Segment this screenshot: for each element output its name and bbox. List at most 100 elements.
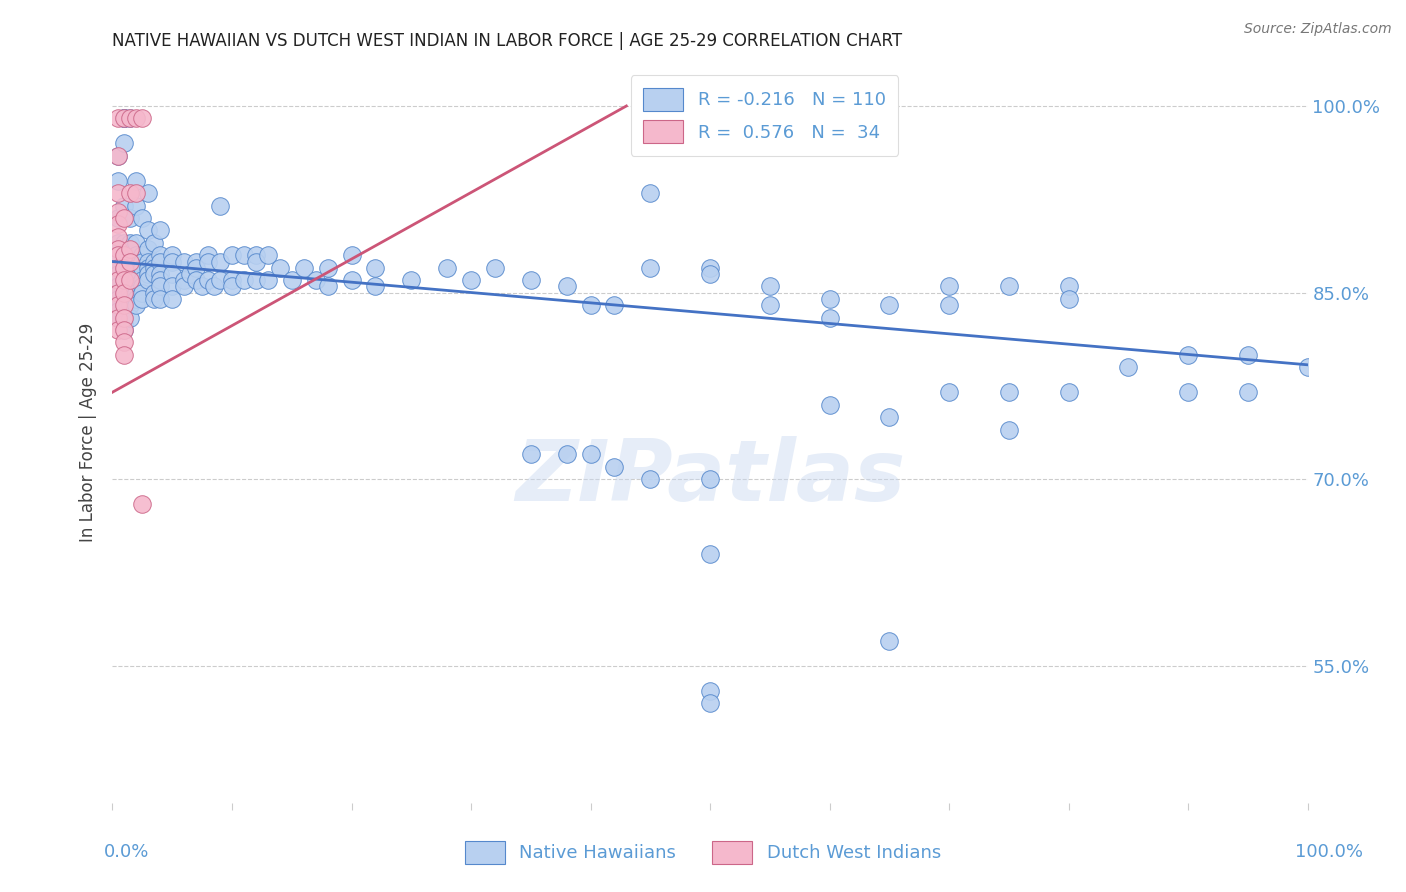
Point	[281, 273, 304, 287]
Point	[120, 273, 142, 287]
Point	[120, 292, 142, 306]
Point	[114, 260, 135, 275]
Point	[640, 112, 662, 126]
Point	[120, 235, 142, 250]
Point	[107, 292, 129, 306]
Point	[107, 254, 129, 268]
Point	[125, 254, 148, 268]
Point	[340, 248, 363, 262]
Point	[131, 273, 153, 287]
Point	[120, 112, 142, 126]
Point	[520, 273, 543, 287]
Point	[125, 260, 148, 275]
Point	[1177, 348, 1199, 362]
Point	[131, 211, 153, 225]
Point	[138, 242, 160, 256]
Point	[107, 310, 129, 325]
Point	[143, 235, 166, 250]
Point	[114, 298, 135, 312]
Point	[138, 223, 160, 237]
Point	[233, 248, 256, 262]
Point	[125, 267, 148, 281]
Point	[173, 273, 195, 287]
Legend: R = -0.216   N = 110, R =  0.576   N =  34: R = -0.216 N = 110, R = 0.576 N = 34	[631, 75, 898, 156]
Point	[107, 310, 129, 325]
Point	[107, 285, 129, 300]
Point	[131, 279, 153, 293]
Point	[107, 149, 129, 163]
Point	[316, 260, 339, 275]
Point	[120, 285, 142, 300]
Point	[245, 248, 267, 262]
Point	[114, 348, 135, 362]
Point	[125, 112, 148, 126]
Point	[114, 273, 135, 287]
Point	[114, 304, 135, 318]
Point	[114, 310, 135, 325]
Point	[125, 235, 148, 250]
Point	[699, 696, 721, 710]
Point	[699, 472, 721, 486]
Point	[114, 112, 135, 126]
Point	[579, 447, 602, 461]
Point	[245, 273, 267, 287]
Point	[114, 211, 135, 225]
Point	[149, 267, 172, 281]
Point	[120, 242, 142, 256]
Point	[1057, 292, 1080, 306]
Point	[191, 279, 214, 293]
Point	[699, 547, 721, 561]
Point	[114, 285, 135, 300]
Point	[162, 292, 183, 306]
Point	[143, 292, 166, 306]
Point	[149, 248, 172, 262]
Point	[818, 398, 841, 412]
Point	[436, 260, 458, 275]
Point	[579, 298, 602, 312]
Point	[120, 273, 142, 287]
Point	[107, 260, 129, 275]
Y-axis label: In Labor Force | Age 25-29: In Labor Force | Age 25-29	[79, 323, 97, 542]
Point	[125, 174, 148, 188]
Point	[257, 248, 280, 262]
Point	[209, 254, 232, 268]
Point	[114, 310, 135, 325]
Point	[114, 112, 135, 126]
Point	[125, 248, 148, 262]
Point	[162, 254, 183, 268]
Text: NATIVE HAWAIIAN VS DUTCH WEST INDIAN IN LABOR FORCE | AGE 25-29 CORRELATION CHAR: NATIVE HAWAIIAN VS DUTCH WEST INDIAN IN …	[112, 32, 903, 50]
Point	[107, 298, 129, 312]
Point	[125, 298, 148, 312]
Point	[209, 273, 232, 287]
Point	[114, 285, 135, 300]
Point	[998, 423, 1021, 437]
Point	[114, 248, 135, 262]
Point	[107, 211, 129, 225]
Point	[120, 211, 142, 225]
Point	[162, 279, 183, 293]
Point	[107, 217, 129, 231]
Point	[138, 186, 160, 200]
Point	[125, 186, 148, 200]
Point	[125, 292, 148, 306]
Point	[460, 273, 482, 287]
Point	[202, 279, 225, 293]
Point	[640, 472, 662, 486]
Point	[186, 273, 208, 287]
Point	[107, 273, 129, 287]
Point	[221, 279, 243, 293]
Point	[114, 323, 135, 337]
Point	[114, 279, 135, 293]
Point	[120, 298, 142, 312]
Point	[143, 267, 166, 281]
Point	[114, 298, 135, 312]
Point	[107, 149, 129, 163]
Point	[107, 279, 129, 293]
Point	[603, 459, 626, 474]
Point	[640, 186, 662, 200]
Point	[131, 285, 153, 300]
Point	[818, 310, 841, 325]
Point	[131, 497, 153, 511]
Point	[120, 254, 142, 268]
Point	[138, 254, 160, 268]
